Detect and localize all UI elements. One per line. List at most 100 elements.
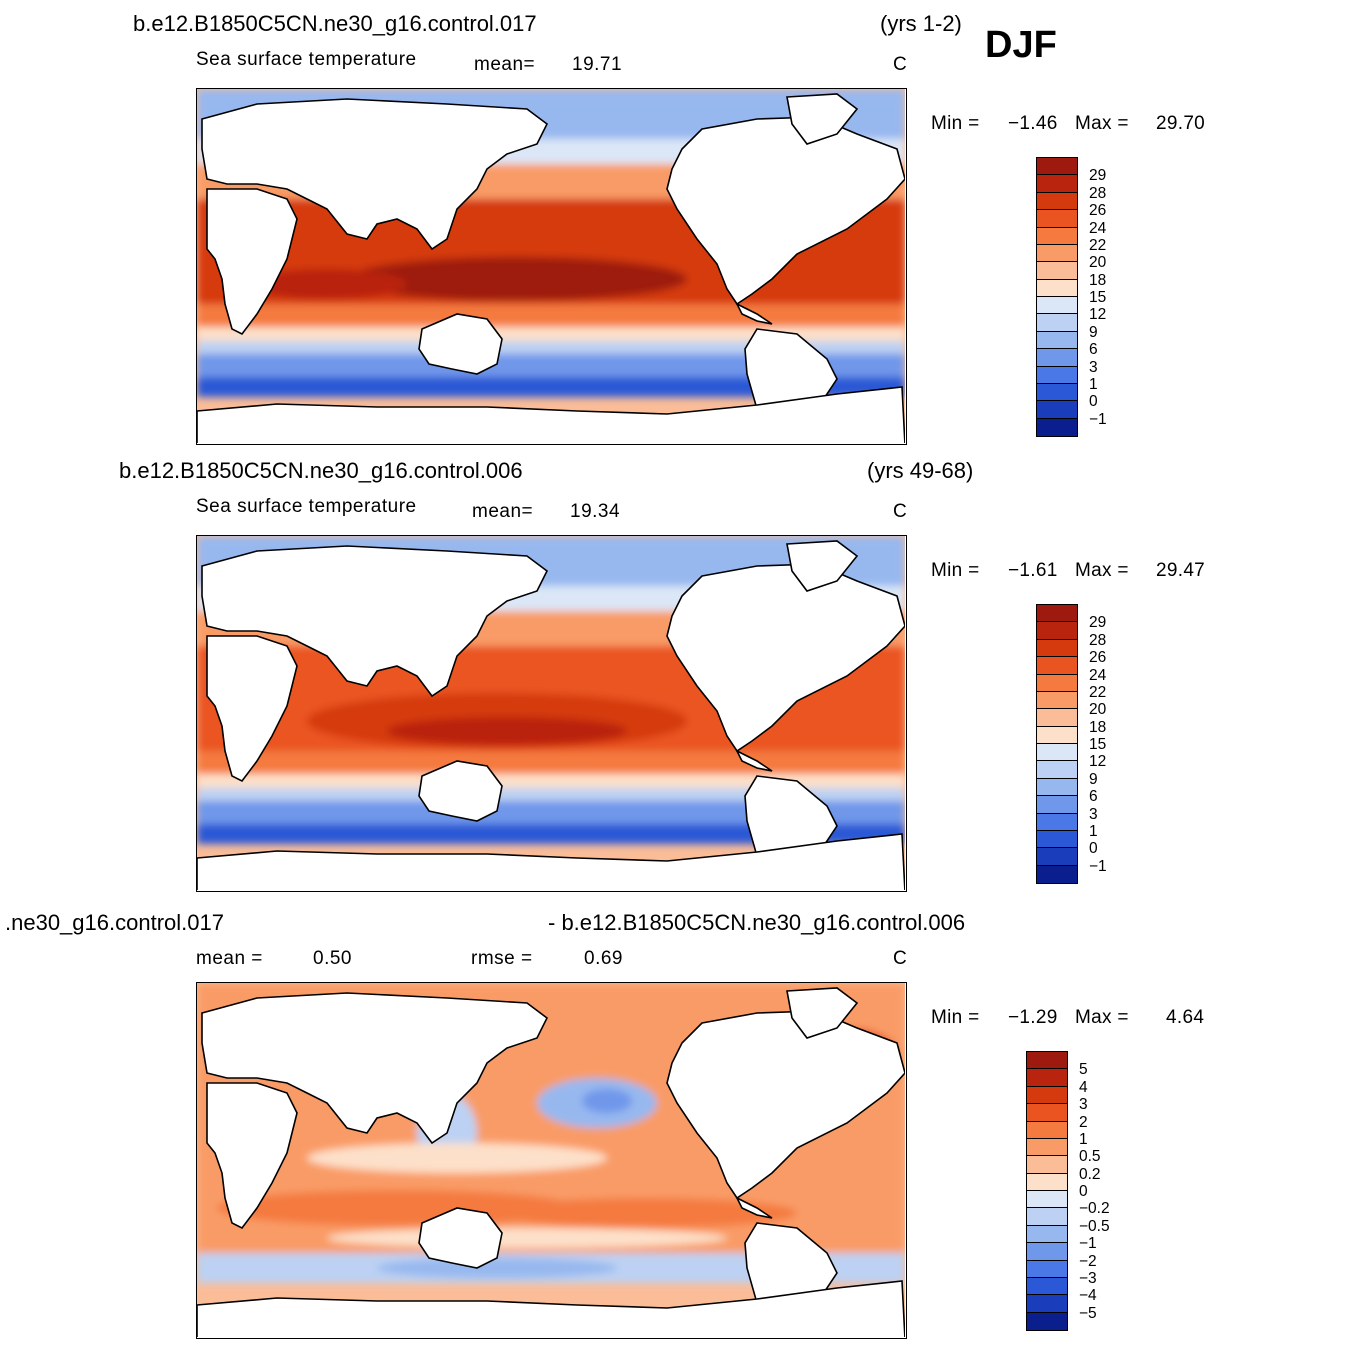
panel-3-map [196,982,907,1339]
colorbar-box [1027,1243,1067,1261]
panel-1-units: C [893,54,908,75]
colorbar-label: 0 [1089,393,1098,411]
colorbar-label: 1 [1089,822,1098,840]
panel-2-variable: Sea surface temperature [196,496,417,517]
colorbar-label: −3 [1079,1269,1097,1287]
colorbar-box [1037,244,1077,263]
colorbar-label: 12 [1089,753,1107,771]
colorbar-label: −2 [1079,1252,1097,1270]
colorbar-box [1037,865,1077,883]
panel-1-mean-label: mean= [474,54,536,75]
panel-1-min-label: Min = [931,113,980,134]
colorbar-label: −0.2 [1079,1200,1110,1218]
colorbar-label: 28 [1089,184,1107,202]
colorbar-box [1037,175,1077,193]
colorbar-label: 6 [1089,341,1098,359]
colorbar-label: 1 [1089,375,1098,393]
colorbar-box [1037,726,1077,744]
colorbar-label: −5 [1079,1304,1097,1322]
colorbar-box [1027,1277,1067,1296]
colorbar-box [1027,1156,1067,1174]
colorbar-box [1037,158,1077,176]
colorbar-label: 18 [1089,271,1107,289]
colorbar-label: −0.5 [1079,1217,1110,1235]
panel-3-min-label: Min = [931,1007,980,1028]
colorbar-label: −1 [1079,1235,1097,1253]
panel-3-units: C [893,948,908,969]
colorbar-label: 20 [1089,701,1107,719]
colorbar-box [1037,210,1077,228]
colorbar-label: 24 [1089,666,1107,684]
panel-3-min-value: −1.29 [1008,1007,1058,1028]
colorbar-box [1037,848,1077,866]
colorbar-box [1037,314,1077,332]
colorbar-box [1037,331,1077,350]
colorbar-label: 0.5 [1079,1148,1101,1166]
colorbar-box [1037,830,1077,849]
colorbar-label: 5 [1079,1061,1088,1079]
colorbar-box [1027,1191,1067,1209]
colorbar-box [1037,227,1077,245]
panel-2-colorbar [1036,604,1078,884]
colorbar-box [1027,1260,1067,1278]
panel-3-mean-label: mean = [196,948,263,969]
colorbar-label: 15 [1089,736,1107,753]
panel-2-mean-value: 19.34 [570,501,621,522]
colorbar-box [1027,1104,1067,1122]
colorbar-label: 18 [1089,718,1107,736]
panel-3-rmse-label: rmse = [471,948,533,969]
colorbar-box [1027,1138,1067,1157]
panel-3-right-title: - b.e12.B1850C5CN.ne30_g16.control.006 [548,910,966,935]
panel-1-max-value: 29.70 [1156,113,1206,134]
panel-1-years: (yrs 1-2) [880,11,962,36]
colorbar-box [1037,262,1077,280]
colorbar-label: −1 [1089,410,1107,428]
panel-1-case-title: b.e12.B1850C5CN.ne30_g16.control.017 [133,11,537,36]
colorbar-box [1037,674,1077,692]
colorbar-box [1037,796,1077,814]
panel-2-units: C [893,501,908,522]
colorbar-box [1037,383,1077,402]
colorbar-label: 20 [1089,254,1107,272]
colorbar-box [1037,761,1077,779]
panel-1-map [196,88,907,445]
colorbar-label: −1 [1089,857,1107,875]
colorbar-label: 4 [1079,1078,1088,1096]
colorbar-box [1037,418,1077,436]
panel-2-min-label: Min = [931,560,980,581]
colorbar-label: 6 [1089,788,1098,806]
panel-2-min-value: −1.61 [1008,560,1058,581]
panel-2-years: (yrs 49-68) [867,458,974,483]
colorbar-box [1037,297,1077,315]
panel-3-colorbar [1026,1051,1068,1331]
colorbar-label: 24 [1089,219,1107,237]
colorbar-label: −4 [1079,1287,1097,1305]
panel-2-map [196,535,907,892]
colorbar-box [1037,778,1077,797]
colorbar-box [1037,709,1077,727]
panel-1-mean-value: 19.71 [572,54,623,75]
colorbar-label: 3 [1089,805,1098,823]
panel-2-max-label: Max = [1075,560,1129,581]
colorbar-box [1027,1069,1067,1087]
season-label: DJF [985,24,1057,66]
colorbar-box [1037,744,1077,762]
colorbar-box [1027,1225,1067,1244]
panel-1-max-label: Max = [1075,113,1129,134]
colorbar-box [1037,605,1077,623]
colorbar-box [1027,1208,1067,1226]
colorbar-label: 2 [1079,1113,1088,1131]
panel-2-case-title: b.e12.B1850C5CN.ne30_g16.control.006 [119,458,523,483]
panel-3-max-label: Max = [1075,1007,1129,1028]
colorbar-box [1027,1312,1067,1330]
colorbar-box [1037,691,1077,710]
colorbar-label: 26 [1089,202,1107,220]
panel-3-diff-field [197,983,905,1337]
colorbar-label: 3 [1089,358,1098,376]
colorbar-label: 28 [1089,631,1107,649]
colorbar-box [1037,622,1077,640]
colorbar-box [1037,349,1077,367]
panel-1-colorbar [1036,157,1078,437]
colorbar-label: 26 [1089,649,1107,667]
colorbar-box [1027,1121,1067,1139]
